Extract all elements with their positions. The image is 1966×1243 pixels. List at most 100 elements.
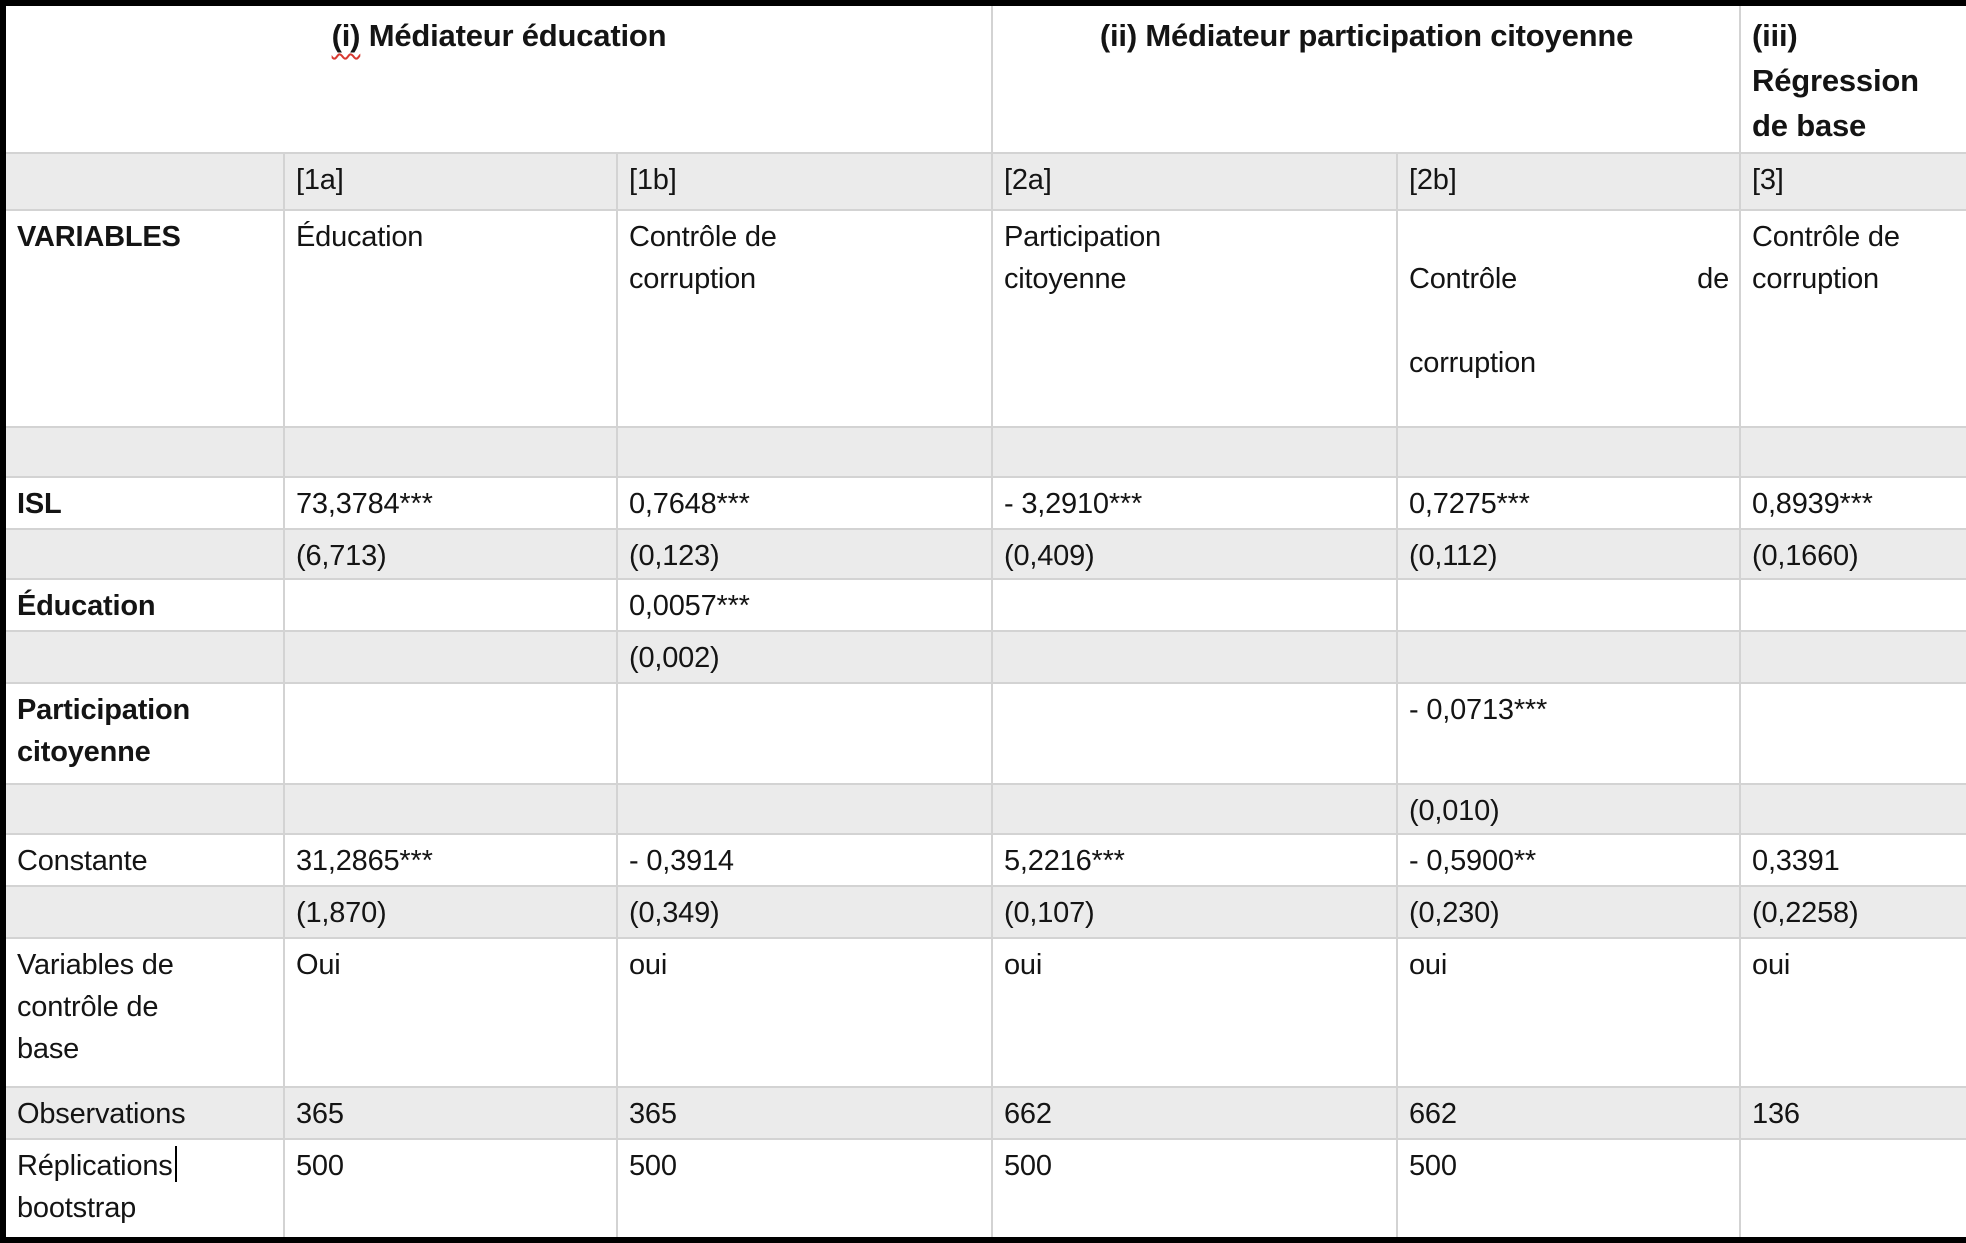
- row-label-bootstrap-line2: bootstrap: [17, 1192, 137, 1225]
- variables-row: VARIABLES Éducation Contrôle de corrupti…: [2, 208, 1966, 429]
- table-cell: [991, 426, 1398, 479]
- header-group-base-regression: (iii) Régression de base: [1739, 2, 1966, 154]
- header-group-education: (i) Médiateur éducation: [2, 2, 993, 154]
- table-cell: [991, 578, 1398, 633]
- isl-row: ISL 73,3784*** 0,7648*** - 3,2910*** 0,7…: [2, 476, 1966, 531]
- table-cell: [283, 426, 618, 479]
- table-cell: (0,112): [1395, 528, 1742, 581]
- table-cell: [2, 528, 285, 581]
- table-cell: 500: [283, 1138, 618, 1242]
- row-label-variables: VARIABLES: [2, 208, 285, 429]
- model-id-1a: [1a]: [283, 152, 618, 211]
- row-label-bootstrap: Réplications bootstrap: [2, 1138, 285, 1242]
- table-cell: 0,7648***: [616, 476, 993, 531]
- table-cell: (0,230): [1395, 885, 1742, 940]
- table-cell: - 0,3914: [616, 833, 993, 888]
- table-cell: [616, 426, 993, 479]
- table-cell: 5,2216***: [991, 833, 1398, 888]
- table-cell: [2, 630, 285, 685]
- model-id-1b: [1b]: [616, 152, 993, 211]
- header-group1-title: Médiateur éducation: [360, 18, 667, 53]
- table-cell: [1395, 578, 1742, 633]
- table-cell: [2, 885, 285, 940]
- table-cell: (0,409): [991, 528, 1398, 581]
- model-id-2b: [2b]: [1395, 152, 1742, 211]
- table-cell: [1739, 578, 1966, 633]
- table-cell: 0,7275***: [1395, 476, 1742, 531]
- row-label-isl: ISL: [2, 476, 285, 531]
- table-cell: (0,349): [616, 885, 993, 940]
- table-cell: Contrôle de corruption: [1739, 208, 1966, 429]
- education-se-row: (0,002): [2, 630, 1966, 685]
- table-cell: [616, 783, 993, 836]
- row-label-base-controls: Variables de contrôle de base: [2, 937, 285, 1089]
- table-cell: 0,0057***: [616, 578, 993, 633]
- table-cell: (1,870): [283, 885, 618, 940]
- table-cell: - 3,2910***: [991, 476, 1398, 531]
- table-cell: - 0,0713***: [1395, 682, 1742, 786]
- row-label-participation: Participation citoyenne: [2, 682, 285, 786]
- table-cell: [1739, 783, 1966, 836]
- table-cell: (0,123): [616, 528, 993, 581]
- table-cell: oui: [1739, 937, 1966, 1089]
- table-cell: [1739, 682, 1966, 786]
- table-cell: (0,010): [1395, 783, 1742, 836]
- table-cell: [283, 783, 618, 836]
- constant-se-row: (1,870) (0,349) (0,107) (0,230) (0,2258): [2, 885, 1966, 940]
- text-cursor: [174, 1146, 177, 1183]
- table-cell: 500: [1395, 1138, 1742, 1242]
- spacer-row: [2, 426, 1966, 479]
- table-cell: (0,1660): [1739, 528, 1966, 581]
- table-cell: [1739, 426, 1966, 479]
- header-group1-marker: (i): [331, 18, 361, 53]
- bootstrap-row: Réplications bootstrap 500 500 500 500: [2, 1138, 1966, 1242]
- table-cell: Participation citoyenne: [991, 208, 1398, 429]
- isl-se-row: (6,713) (0,123) (0,409) (0,112) (0,1660): [2, 528, 1966, 581]
- participation-row: Participation citoyenne - 0,0713***: [2, 682, 1966, 786]
- table-cell: [2, 152, 285, 211]
- header-group-participation: (ii) Médiateur participation citoyenne: [990, 2, 1742, 154]
- table-cell: (6,713): [283, 528, 618, 581]
- table-cell: Contrôle de corruption: [1395, 208, 1742, 429]
- table-cell: [2, 426, 285, 479]
- table-cell: Oui: [283, 937, 618, 1089]
- table-cell: [991, 630, 1398, 685]
- table-cell: Éducation: [283, 208, 618, 429]
- table-cell: - 0,5900**: [1395, 833, 1742, 888]
- table-cell: [616, 682, 993, 786]
- table-cell: 662: [1395, 1086, 1742, 1141]
- table-cell: 136: [1739, 1086, 1966, 1141]
- model-id-row: [1a] [1b] [2a] [2b] [3]: [2, 152, 1966, 211]
- table-cell: [283, 630, 618, 685]
- table-cell: (0,2258): [1739, 885, 1966, 940]
- table-cell: (0,002): [616, 630, 993, 685]
- table-cell: 500: [616, 1138, 993, 1242]
- table-cell: 500: [991, 1138, 1398, 1242]
- table-cell: 73,3784***: [283, 476, 618, 531]
- participation-se-row: (0,010): [2, 783, 1966, 836]
- table-cell: 662: [991, 1086, 1398, 1141]
- table-cell: oui: [1395, 937, 1742, 1089]
- table-cell: 365: [616, 1086, 993, 1141]
- row-label-observations: Observations: [2, 1086, 285, 1141]
- row-label-constant: Constante: [2, 833, 285, 888]
- table-cell: oui: [616, 937, 993, 1089]
- table-cell: [1395, 426, 1742, 479]
- row-label-education: Éducation: [2, 578, 285, 633]
- model-id-2a: [2a]: [991, 152, 1398, 211]
- header-group-row: (i) Médiateur éducation (ii) Médiateur p…: [2, 2, 1966, 154]
- base-controls-row: Variables de contrôle de base Oui oui ou…: [2, 937, 1966, 1089]
- table-cell: 31,2865***: [283, 833, 618, 888]
- education-row: Éducation 0,0057***: [2, 578, 1966, 633]
- table-cell: [2, 783, 285, 836]
- table-cell: [1739, 1138, 1966, 1242]
- table-cell: [1395, 630, 1742, 685]
- table-cell: 365: [283, 1086, 618, 1141]
- justified-line: Contrôle de: [1409, 258, 1729, 300]
- table-cell: [991, 783, 1398, 836]
- table-cell: 0,3391: [1739, 833, 1966, 888]
- row-label-bootstrap-line1: Réplications: [17, 1150, 173, 1183]
- table-cell: [1739, 630, 1966, 685]
- table-cell: [283, 578, 618, 633]
